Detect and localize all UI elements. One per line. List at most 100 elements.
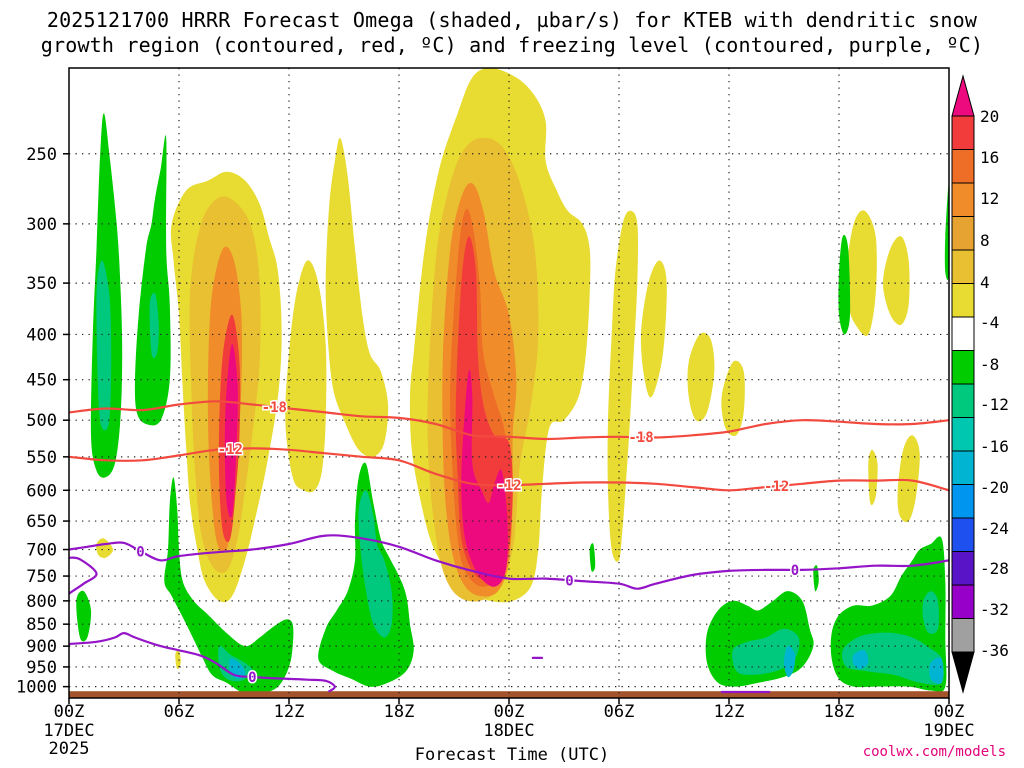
colorbar-label-11: -28 [980, 559, 1009, 578]
omega-region-33 [589, 543, 596, 572]
omega-region-21 [224, 343, 238, 518]
x-tick-label-30: 06Z [604, 702, 635, 722]
credit-text: coolwx.com/models [862, 744, 1006, 760]
x-tick-label-24: 00Z [494, 702, 525, 722]
omega-region-25 [164, 477, 294, 696]
contour-label-dendritic_bottom-2: -12 [764, 479, 789, 495]
colorbar-bin-11 [951, 450, 975, 485]
colorbar-bin-16 [951, 618, 975, 653]
x-tick-label-0: 00Z [54, 702, 85, 722]
contour-labels: -18 -18 -12 -12 -12 0 0 0 0 [135, 398, 801, 687]
omega-region-43 [852, 650, 869, 669]
contour-dendritic_bottom-1 [69, 447, 949, 492]
omega-shading-layer [76, 68, 949, 696]
omega-region-9 [883, 236, 910, 326]
x-tick-label-42: 18Z [824, 702, 855, 722]
grid-lines [69, 68, 949, 698]
omega-region-38 [732, 628, 800, 675]
y-tick-label-400: 400 [26, 325, 57, 345]
colorbar-bin-3 [951, 182, 975, 217]
y-tick-label-700: 700 [26, 541, 57, 561]
colorbar-bin-4 [951, 216, 975, 251]
colorbar-label-8: -16 [980, 437, 1009, 456]
contour-label-dendritic_bottom-1: -12 [496, 478, 521, 494]
colorbar-label-3: 8 [980, 231, 990, 250]
contour-dendritic_top-0 [69, 400, 949, 441]
x-tick-date-48: 19DEC [923, 721, 974, 741]
contour-label-dendritic_bottom-0: -12 [218, 442, 243, 458]
x-tick-label-36: 12Z [714, 702, 745, 722]
omega-region-34 [96, 260, 112, 431]
omega-region-27 [76, 590, 92, 642]
colorbar-label-7: -12 [980, 395, 1009, 414]
y-tick-label-650: 650 [26, 512, 57, 532]
colorbar-bin-1 [951, 115, 975, 150]
omega-region-39 [841, 632, 944, 685]
y-tick-label-900: 900 [26, 637, 57, 657]
omega-region-35 [149, 292, 159, 359]
contour-label-dendritic_top-0: -18 [262, 400, 287, 416]
omega-region-30 [838, 234, 851, 335]
colorbar-bin-2 [951, 149, 975, 184]
colorbar: 20 16 12 8 4 -4 -8 -12 -16 -20 -24 -28 -32 -36 [951, 74, 1009, 694]
x-tick-label-18: 18Z [384, 702, 415, 722]
contour-label-dendritic_top-1: -18 [628, 430, 653, 446]
y-tick-label-800: 800 [26, 592, 57, 612]
colorbar-bin-5 [951, 249, 975, 284]
colorbar-top-triangle [951, 74, 975, 117]
chart-title-line-1: 2025121700 HRRR Forecast Omega (shaded, … [46, 8, 978, 32]
omega-region-32 [813, 565, 819, 592]
colorbar-label-4: 4 [980, 273, 990, 292]
colorbar-bin-14 [951, 551, 975, 586]
colorbar-label-10: -24 [980, 519, 1009, 538]
colorbar-label-12: -32 [980, 600, 1009, 619]
colorbar-bin-7 [951, 316, 975, 351]
colorbar-label-1: 16 [980, 148, 999, 167]
y-tick-label-500: 500 [26, 411, 57, 431]
contour-freezing_level-4 [69, 632, 336, 693]
omega-region-7 [721, 360, 745, 437]
omega-region-5 [640, 260, 667, 398]
y-tick-label-450: 450 [26, 371, 57, 391]
omega-region-42 [784, 645, 796, 678]
y-tick-label-550: 550 [26, 448, 57, 468]
colorbar-bin-13 [951, 517, 975, 552]
y-axis: 2503003504004505005506006507007508008509… [16, 145, 69, 698]
omega-region-12 [96, 538, 114, 558]
contour-freezing_level-3 [69, 556, 98, 595]
colorbar-label-9: -20 [980, 478, 1009, 497]
x-tick-label-12: 12Z [274, 702, 305, 722]
colorbar-label-2: 12 [980, 189, 999, 208]
omega-region-4 [607, 210, 639, 562]
ground-surface [69, 691, 949, 698]
y-tick-label-250: 250 [26, 145, 57, 165]
omega-region-1 [285, 260, 327, 493]
x-axis-label: Forecast Time (UTC) [414, 745, 610, 765]
x-tick-year-0: 2025 [49, 739, 90, 759]
contour-label-freezing_level-0: 0 [248, 670, 256, 686]
omega-region-44 [929, 657, 944, 685]
x-tick-date-0: 17DEC [43, 721, 94, 741]
omega-region-31 [944, 183, 949, 281]
omega-region-13 [175, 650, 181, 670]
omega-region-24 [134, 135, 171, 426]
colorbar-label-6: -8 [980, 355, 999, 374]
y-tick-label-350: 350 [26, 274, 57, 294]
contour-label-freezing_level-2: 0 [791, 563, 799, 579]
x-tick-label-6: 06Z [164, 702, 195, 722]
ground-layer [69, 691, 949, 698]
omega-region-8 [845, 210, 877, 336]
omega-region-2 [325, 137, 389, 458]
colorbar-bin-10 [951, 417, 975, 452]
chart-title-line-2: growth region (contoured, red, ºC) and f… [40, 33, 984, 57]
contour-freezing_level-2 [69, 534, 949, 590]
y-tick-label-1000: 1000 [16, 678, 57, 698]
colorbar-label-13: -36 [980, 641, 1009, 660]
y-tick-label-600: 600 [26, 481, 57, 501]
omega-region-6 [687, 332, 715, 422]
colorbar-bottom-triangle [951, 651, 975, 694]
omega-region-22 [461, 369, 508, 587]
x-tick-label-48: 00Z [934, 702, 965, 722]
colorbar-bin-6 [951, 283, 975, 318]
